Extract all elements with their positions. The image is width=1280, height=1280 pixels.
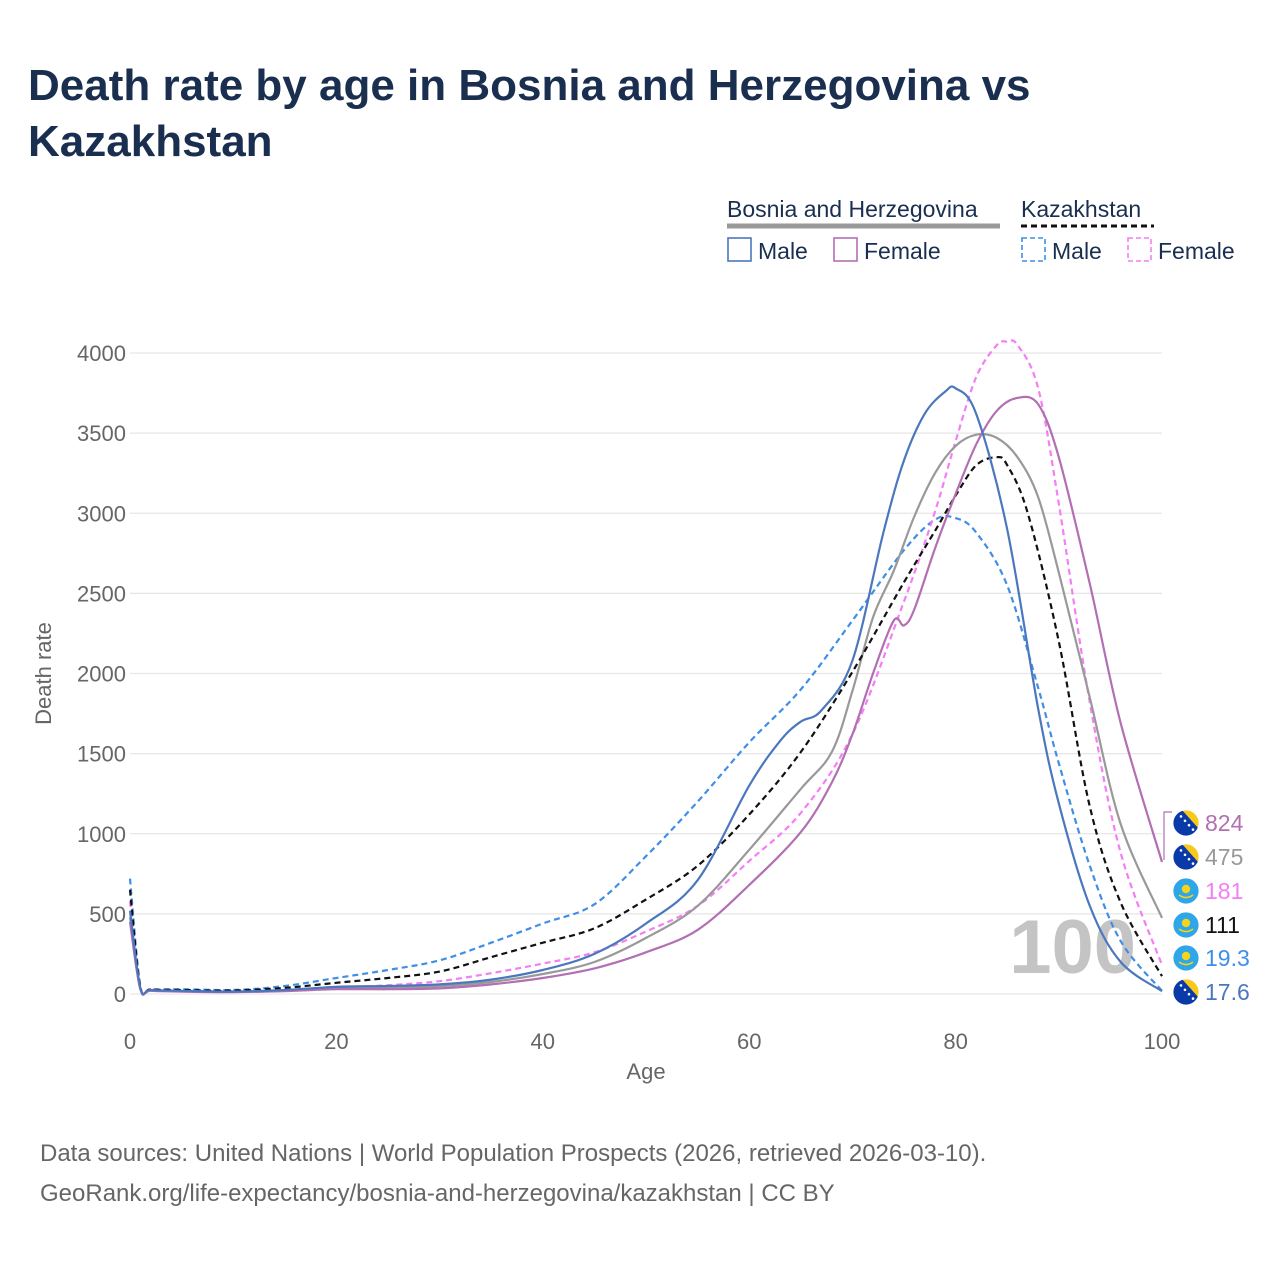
legend-swatch	[1127, 237, 1152, 262]
axes: 0 500 1000 1500 2000 2500 3000 3500 4000 0 20 40 60 8…	[31, 341, 1180, 1084]
x-tick-label: 60	[737, 1029, 761, 1054]
end-labels: 824 475 181 111 19.3 17.6	[1163, 809, 1250, 1006]
series-line-kaz-female	[128, 339, 1164, 996]
age-watermark: 100	[1009, 905, 1136, 990]
series-line-bih-male	[128, 385, 1163, 996]
end-label-value: 19.3	[1205, 945, 1250, 971]
legend-group-label: Kazakhstan	[1021, 196, 1141, 222]
series-line-bih-both	[128, 433, 1164, 996]
end-label-value: 181	[1205, 878, 1243, 904]
flag-bih-icon	[1172, 809, 1200, 837]
legend-entry-label: Female	[1158, 238, 1235, 264]
end-label-value: 475	[1205, 844, 1243, 870]
legend-swatch	[727, 237, 752, 262]
series-line-bih-female	[128, 395, 1164, 996]
flag-kaz-icon	[1172, 944, 1200, 972]
y-tick-label: 4000	[77, 341, 126, 366]
y-tick-label: 3500	[77, 421, 126, 446]
legend-swatch	[1021, 237, 1046, 262]
series-line-kaz-male	[128, 514, 1163, 997]
legend-entry-label: Male	[758, 238, 808, 264]
y-tick-label: 500	[89, 902, 126, 927]
x-axis-title: Age	[626, 1059, 665, 1084]
footer-credit: GeoRank.org/life-expectancy/bosnia-and-h…	[40, 1180, 835, 1207]
y-tick-label: 3000	[77, 501, 126, 526]
x-tick-label: 0	[124, 1029, 136, 1054]
flag-bih-icon	[1172, 843, 1200, 871]
y-tick-label: 2500	[77, 581, 126, 606]
legend-entry-label: Male	[1052, 238, 1102, 264]
gridlines	[130, 352, 1162, 995]
legend-entry-label: Female	[864, 238, 941, 264]
legend-swatch	[833, 237, 858, 262]
y-axis-title: Death rate	[31, 622, 56, 725]
legend: Bosnia and Herzegovina Male Female Kazakhst…	[727, 196, 1235, 264]
chart-title: Death rate by age in Bosnia and Herzegov…	[28, 61, 1031, 166]
end-label-value: 111	[1205, 912, 1240, 938]
footer-sources: Data sources: United Nations | World Pop…	[40, 1140, 987, 1167]
legend-group-label: Bosnia and Herzegovina	[727, 196, 978, 222]
x-tick-label: 20	[324, 1029, 348, 1054]
series-lines	[128, 339, 1164, 997]
end-label-value: 824	[1205, 810, 1244, 836]
end-label-connector	[1163, 811, 1172, 860]
x-tick-label: 80	[943, 1029, 967, 1054]
y-tick-label: 2000	[77, 662, 126, 687]
end-label-value: 17.6	[1205, 979, 1250, 1005]
y-tick-label: 1000	[77, 822, 126, 847]
x-tick-label: 40	[531, 1029, 555, 1054]
x-tick-label: 100	[1144, 1029, 1181, 1054]
flag-kaz-icon	[1172, 911, 1200, 939]
flag-bih-icon	[1172, 978, 1200, 1006]
series-line-kaz-both	[128, 456, 1163, 996]
y-tick-label: 1500	[77, 742, 126, 767]
flag-kaz-icon	[1172, 877, 1200, 905]
y-tick-label: 0	[114, 982, 126, 1007]
